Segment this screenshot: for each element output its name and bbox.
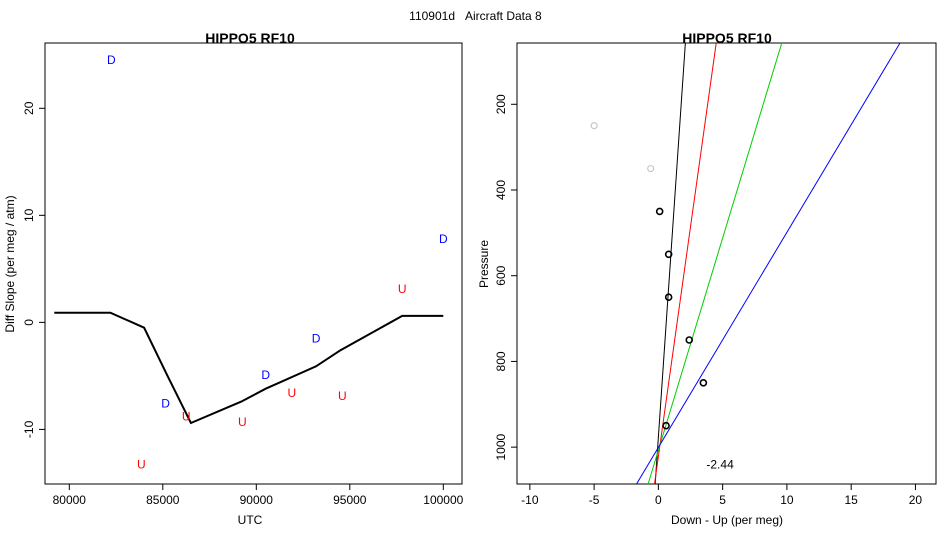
left-chart-xlabel: UTC [238, 513, 263, 527]
right-chart-data-point [664, 293, 673, 301]
right-chart-x-tick-label: 5 [719, 493, 726, 507]
left-chart-marker-u: U [287, 386, 296, 400]
left-chart-ylabel: Diff Slope (per meg / atm) [3, 195, 17, 332]
right-chart-xlabel: Down - Up (per meg) [671, 513, 783, 527]
right-chart-data-point [664, 250, 673, 259]
right-chart-fit-line [647, 43, 783, 484]
right-chart-x-tick-label: 20 [909, 493, 923, 507]
left-chart-marker-u: U [238, 415, 247, 429]
left-chart-y-tick-label: 10 [22, 208, 36, 222]
left-chart-marker-d: D [107, 53, 116, 67]
right-chart-data-point [655, 207, 664, 216]
left-chart-y-tick-label: 0 [22, 319, 36, 326]
right-chart-fit-line [654, 43, 717, 484]
right-chart-fit-line [636, 43, 901, 484]
right-chart-annotation: -2.44 [706, 457, 734, 471]
right-chart-y-tick-label: 200 [494, 94, 508, 114]
left-chart-panel: HIPPO5 RF10 UTC Diff Slope (per meg / at… [3, 30, 464, 527]
right-chart-x-tick-label: 15 [844, 493, 858, 507]
right-chart-x-tick-label: -10 [521, 493, 539, 507]
right-chart-y-tick-label: 1000 [494, 433, 508, 460]
right-chart-excluded-point [647, 164, 655, 173]
left-chart-marker-d: D [161, 397, 170, 411]
suptitle-left: 110901d [409, 9, 455, 23]
right-chart-ylabel: Pressure [477, 240, 491, 288]
left-chart-plot-frame [44, 42, 463, 485]
right-chart-x-tick-label: -5 [589, 493, 600, 507]
left-chart-marker-d: D [439, 232, 448, 246]
right-chart-title: HIPPO5 RF10 [682, 30, 772, 46]
left-chart-x-tick-label: 85000 [146, 493, 180, 507]
left-chart-marker-u: U [182, 410, 191, 424]
left-chart-x-tick-label: 100000 [423, 493, 463, 507]
right-chart-data-point [662, 421, 670, 430]
left-chart-marker-u: U [398, 282, 407, 296]
left-chart-title: HIPPO5 RF10 [205, 30, 295, 46]
left-chart-diff-slope-line [54, 311, 444, 425]
suptitle-right: Aircraft Data 8 [465, 9, 542, 23]
left-chart-y-tick-label: 20 [22, 101, 36, 115]
right-chart-y-tick-label: 800 [494, 351, 508, 371]
left-chart-y-tick-label: -10 [22, 420, 36, 438]
right-chart-data-point [699, 379, 708, 387]
right-chart-excluded-point [590, 122, 598, 130]
right-chart-x-tick-label: 10 [780, 493, 794, 507]
left-chart-marker-d: D [261, 368, 270, 382]
right-chart-x-tick-label: 0 [655, 493, 662, 507]
left-chart-marker-u: U [338, 389, 347, 403]
left-chart-marker-u: U [137, 458, 146, 472]
right-chart-data-point [685, 336, 694, 344]
right-chart-panel: HIPPO5 RF10 Down - Up (per meg) Pressure… [477, 30, 937, 527]
left-chart-marker-d: D [312, 331, 321, 345]
right-chart-fit-line [654, 43, 686, 484]
left-chart-x-tick-label: 80000 [53, 493, 87, 507]
right-chart-y-tick-label: 400 [494, 180, 508, 200]
right-chart-plot-frame [516, 42, 937, 485]
left-chart-x-tick-label: 90000 [240, 493, 274, 507]
right-chart-fit-lines [636, 43, 901, 484]
right-chart-y-tick-label: 600 [494, 265, 508, 285]
left-chart-x-tick-label: 95000 [333, 493, 367, 507]
